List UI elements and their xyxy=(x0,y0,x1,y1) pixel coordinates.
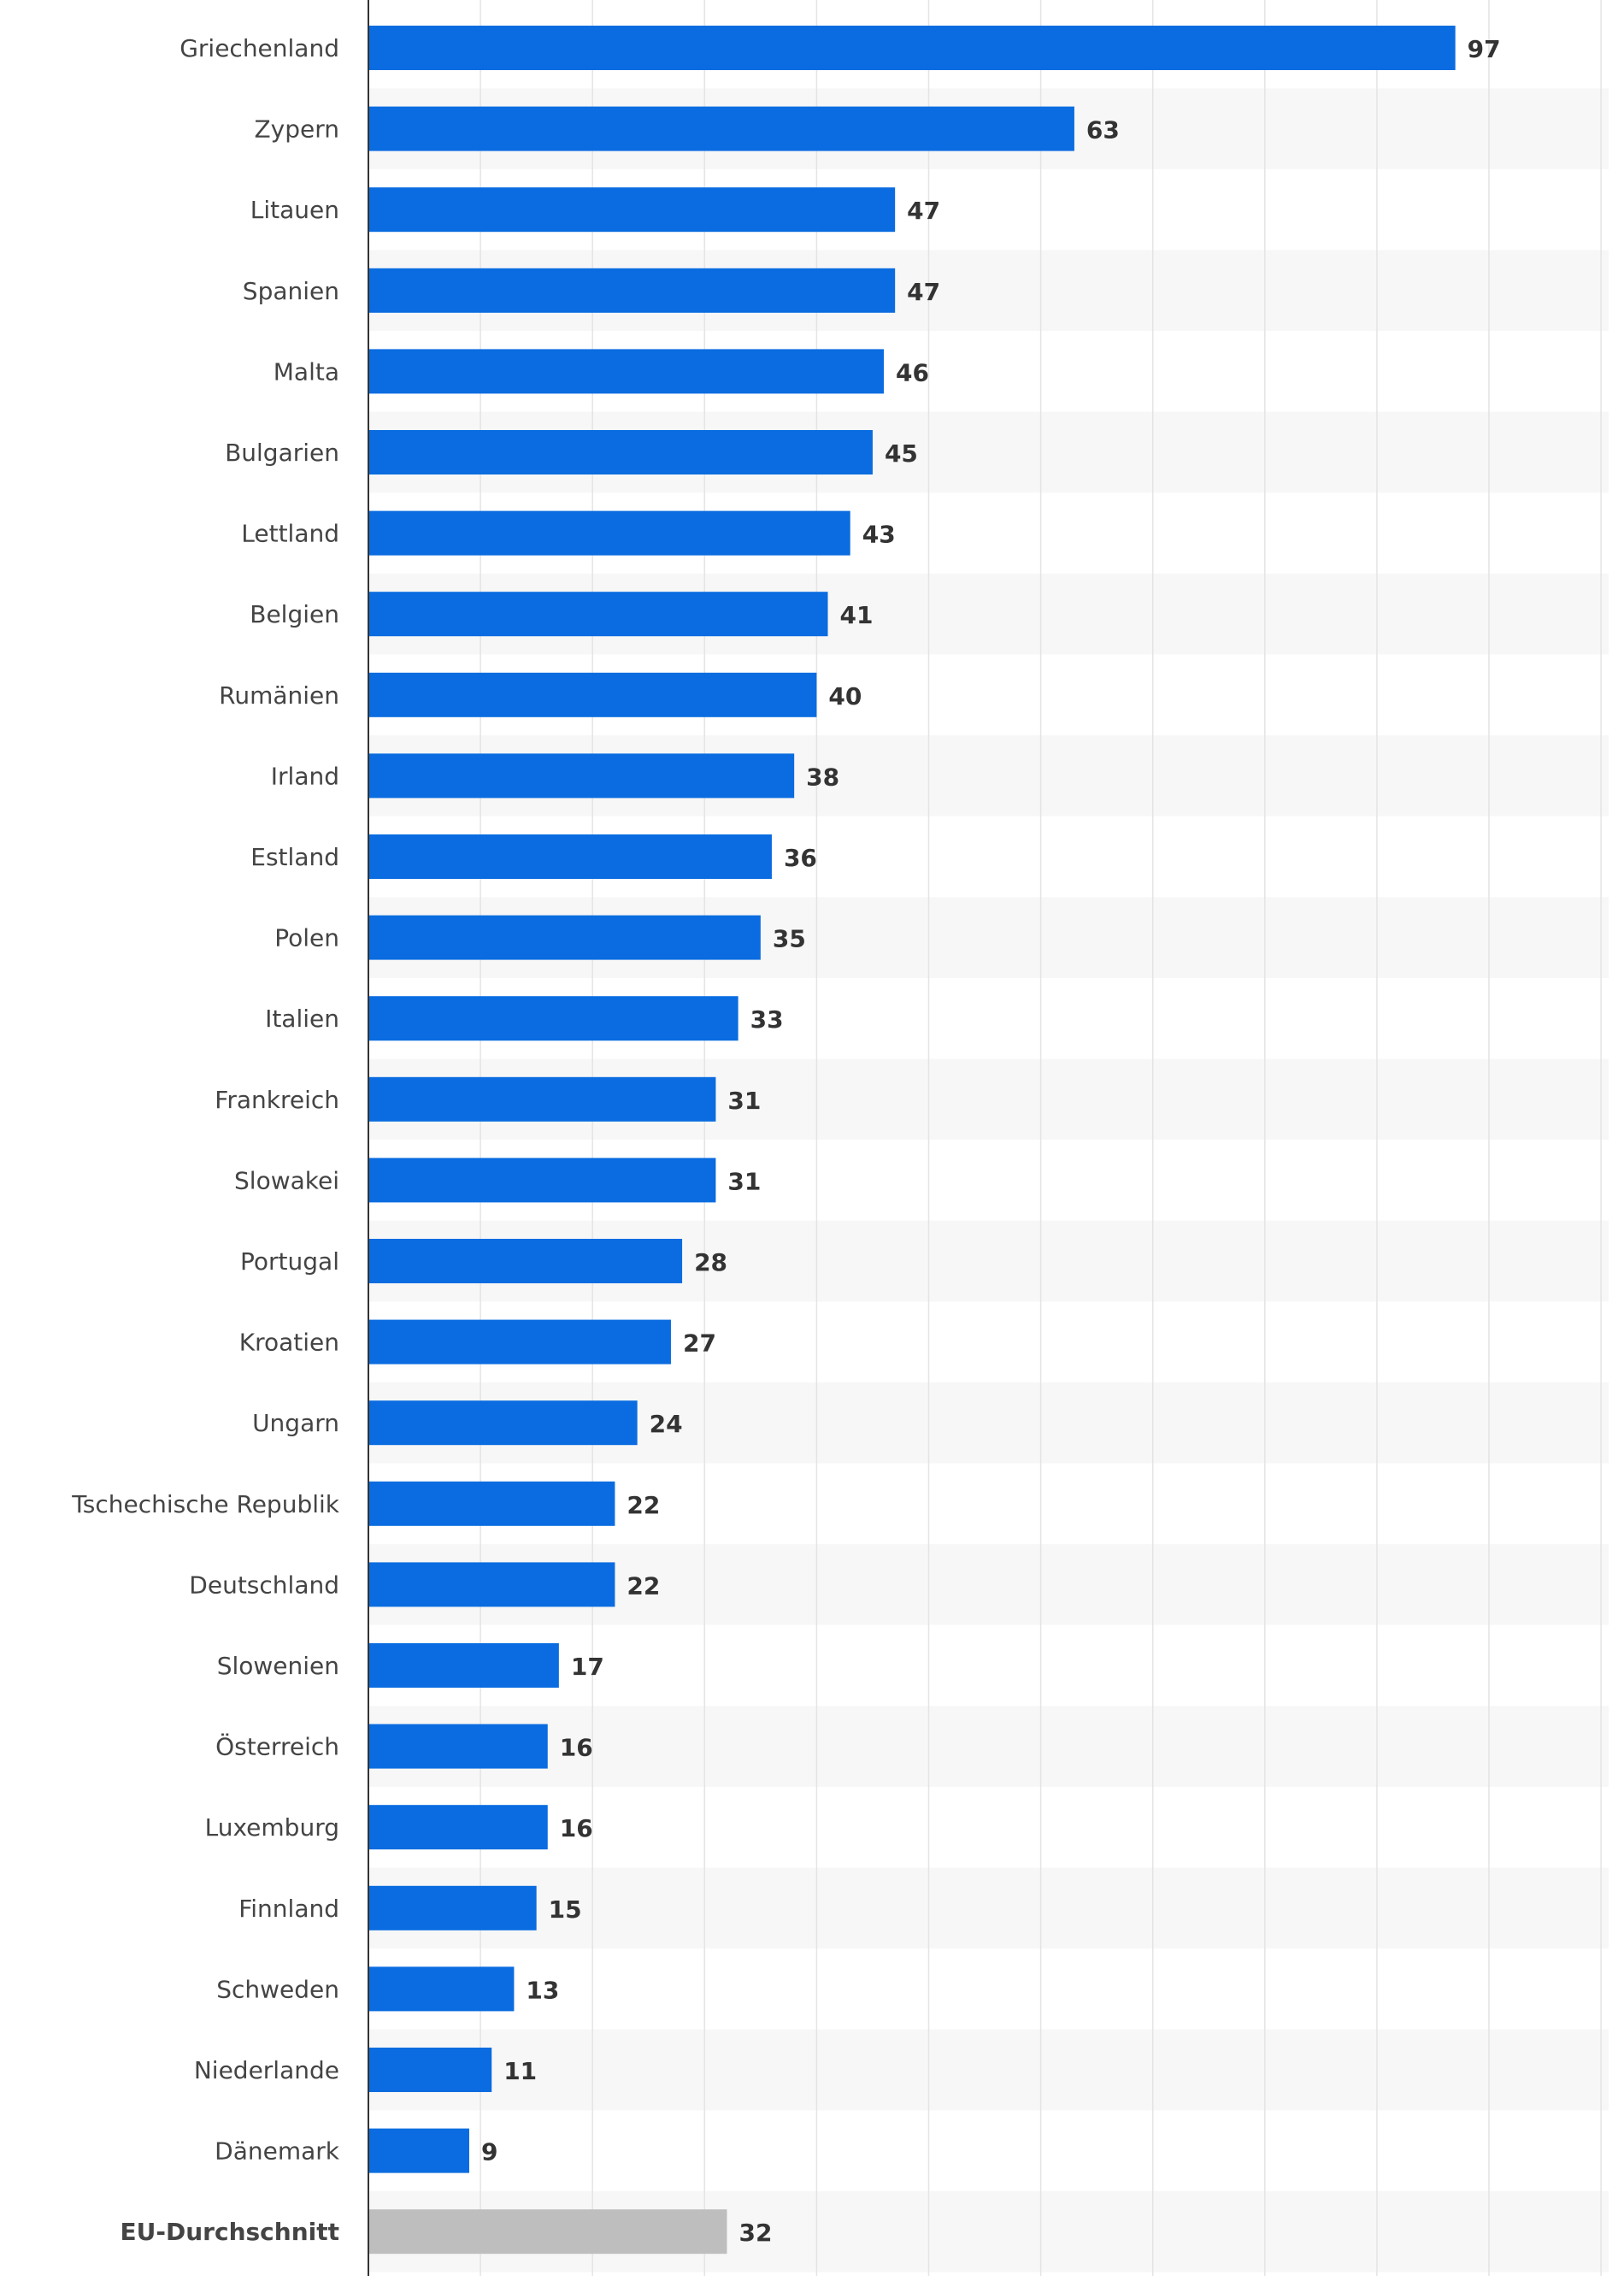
bar xyxy=(368,1239,683,1283)
value-label: 22 xyxy=(627,1491,660,1519)
category-label: Slowenien xyxy=(217,1652,339,1680)
category-label: Irland xyxy=(271,762,339,790)
value-label: 9 xyxy=(481,2138,497,2166)
category-label: Kroatien xyxy=(239,1329,339,1357)
value-label: 36 xyxy=(784,844,817,872)
category-label: Estland xyxy=(250,843,339,871)
category-label: Portugal xyxy=(240,1247,339,1276)
bar xyxy=(368,2209,727,2255)
value-label: 31 xyxy=(727,1167,761,1195)
category-label: Italien xyxy=(265,1005,339,1033)
category-label: Schweden xyxy=(216,1975,339,2003)
category-label: Österreich xyxy=(215,1732,339,1761)
bar xyxy=(368,592,828,637)
bar xyxy=(368,1562,615,1607)
value-label: 22 xyxy=(627,1571,660,1600)
bar xyxy=(368,1400,638,1446)
category-label: Belgien xyxy=(250,600,339,628)
bar xyxy=(368,2128,469,2173)
value-label: 41 xyxy=(840,601,874,629)
value-label: 33 xyxy=(750,1005,784,1034)
category-label: Polen xyxy=(274,924,339,952)
value-label: 16 xyxy=(560,1734,593,1762)
value-label: 17 xyxy=(571,1653,604,1681)
category-label: Dänemark xyxy=(215,2137,340,2166)
bar xyxy=(368,753,795,799)
bar xyxy=(368,1076,716,1122)
row-band xyxy=(368,1706,1609,1787)
value-label: 31 xyxy=(727,1087,761,1115)
bar xyxy=(368,1481,615,1526)
bar xyxy=(368,1885,537,1930)
category-label: Zypern xyxy=(254,115,339,144)
category-label: Litauen xyxy=(250,196,339,224)
value-label: 47 xyxy=(907,197,940,225)
category-label: Luxemburg xyxy=(205,1813,339,1842)
value-label: 15 xyxy=(549,1895,582,1924)
bar xyxy=(368,1158,716,1203)
value-label: 97 xyxy=(1468,35,1501,63)
category-label: Spanien xyxy=(243,277,339,305)
category-label: Slowakei xyxy=(234,1166,339,1194)
bar xyxy=(368,672,817,717)
bar xyxy=(368,834,772,879)
bar xyxy=(368,349,885,394)
category-label: Frankreich xyxy=(215,1086,339,1114)
value-label: 38 xyxy=(806,763,839,791)
value-label: 32 xyxy=(739,2219,773,2247)
bar xyxy=(368,430,873,474)
bar xyxy=(368,1805,548,1850)
value-label: 24 xyxy=(650,1410,683,1438)
bar xyxy=(368,187,896,233)
value-label: 63 xyxy=(1086,116,1120,144)
category-label: Tschechische Republik xyxy=(71,1490,339,1518)
category-label: EU-Durchschnitt xyxy=(121,2218,340,2246)
bar xyxy=(368,2048,492,2092)
value-label: 40 xyxy=(828,682,862,710)
value-label: 43 xyxy=(862,521,896,549)
category-label: Bulgarien xyxy=(225,439,339,467)
value-label: 46 xyxy=(896,358,929,386)
bar xyxy=(368,996,738,1041)
value-label: 13 xyxy=(526,1976,559,2004)
category-label: Lettland xyxy=(241,520,339,548)
bar xyxy=(368,1319,671,1365)
row-band xyxy=(368,2029,1609,2111)
category-label: Deutschland xyxy=(189,1571,339,1599)
value-label: 47 xyxy=(907,278,940,306)
category-label: Finnland xyxy=(238,1895,339,1923)
bar xyxy=(368,915,761,960)
value-label: 11 xyxy=(503,2057,537,2085)
bar xyxy=(368,1643,559,1688)
value-label: 28 xyxy=(694,1248,727,1276)
value-label: 35 xyxy=(773,925,806,953)
bar xyxy=(368,26,1456,70)
value-label: 45 xyxy=(885,439,918,468)
category-label: Niederlande xyxy=(194,2056,339,2084)
bar xyxy=(368,1966,515,2012)
value-label: 16 xyxy=(560,1814,593,1842)
category-label: Malta xyxy=(274,357,339,386)
category-label: Ungarn xyxy=(252,1409,339,1437)
category-label: Griechenland xyxy=(179,34,339,62)
bar xyxy=(368,268,896,313)
row-band xyxy=(368,1867,1609,1949)
bar xyxy=(368,1724,548,1769)
bar xyxy=(368,510,850,556)
value-label: 27 xyxy=(683,1329,716,1358)
category-label: Rumänien xyxy=(219,681,339,710)
bar xyxy=(368,106,1074,151)
